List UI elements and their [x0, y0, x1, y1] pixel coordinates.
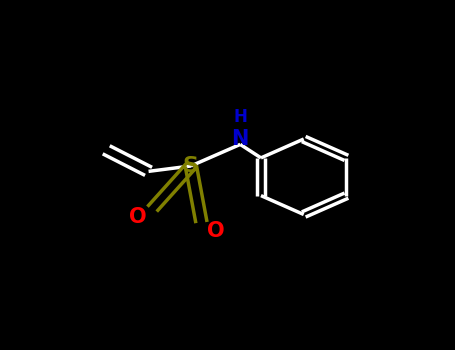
Text: O: O — [129, 207, 147, 227]
Text: H: H — [233, 108, 247, 126]
Text: N: N — [232, 129, 249, 149]
Text: O: O — [207, 220, 224, 241]
Text: S: S — [183, 156, 199, 176]
